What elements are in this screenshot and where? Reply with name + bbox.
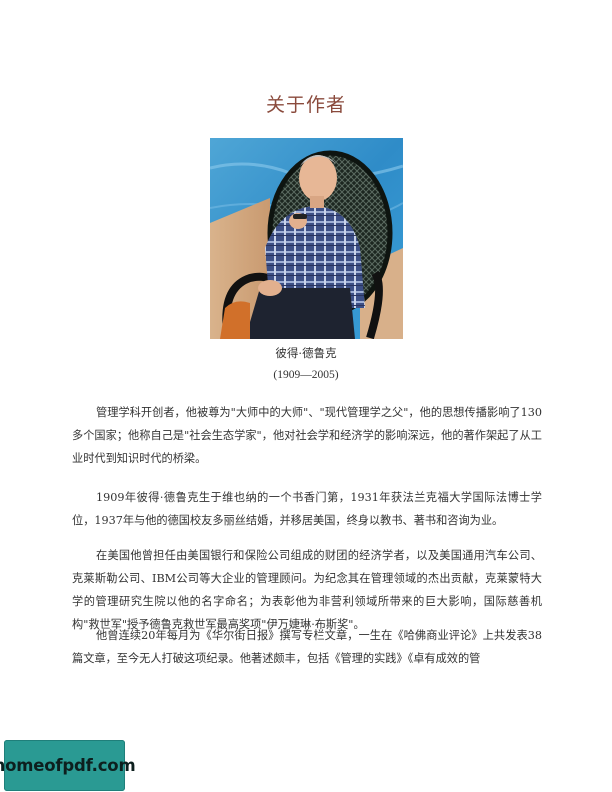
bio-paragraph-3: 在美国他曾担任由美国银行和保险公司组成的财团的经济学者，以及美国通用汽车公司、克…	[72, 549, 542, 631]
bio-paragraph-4: 他曾连续20年每月为《华尔街日报》撰写专栏文章，一生在《哈佛商业评论》上共发表3…	[72, 629, 542, 665]
page-title: 关于作者	[265, 94, 346, 116]
homeofpdf-watermark-logo[interactable]: homeofpdf.com	[0, 740, 136, 791]
bio-paragraph-1: 管理学科开创者，他被尊为"大师中的大师"、"现代管理学之父"，他的思想传播影响了…	[72, 406, 542, 465]
author-portrait-photo	[210, 138, 403, 339]
bio-paragraph-2: 1909年彼得·德鲁克生于维也纳的一个书香门第，1931年获法兰克福大学国际法博…	[72, 491, 542, 527]
author-years-caption: (1909—2005)	[273, 369, 339, 381]
watermark-text: homeofpdf.com	[0, 756, 136, 775]
author-name-caption: 彼得·德鲁克	[275, 346, 337, 360]
